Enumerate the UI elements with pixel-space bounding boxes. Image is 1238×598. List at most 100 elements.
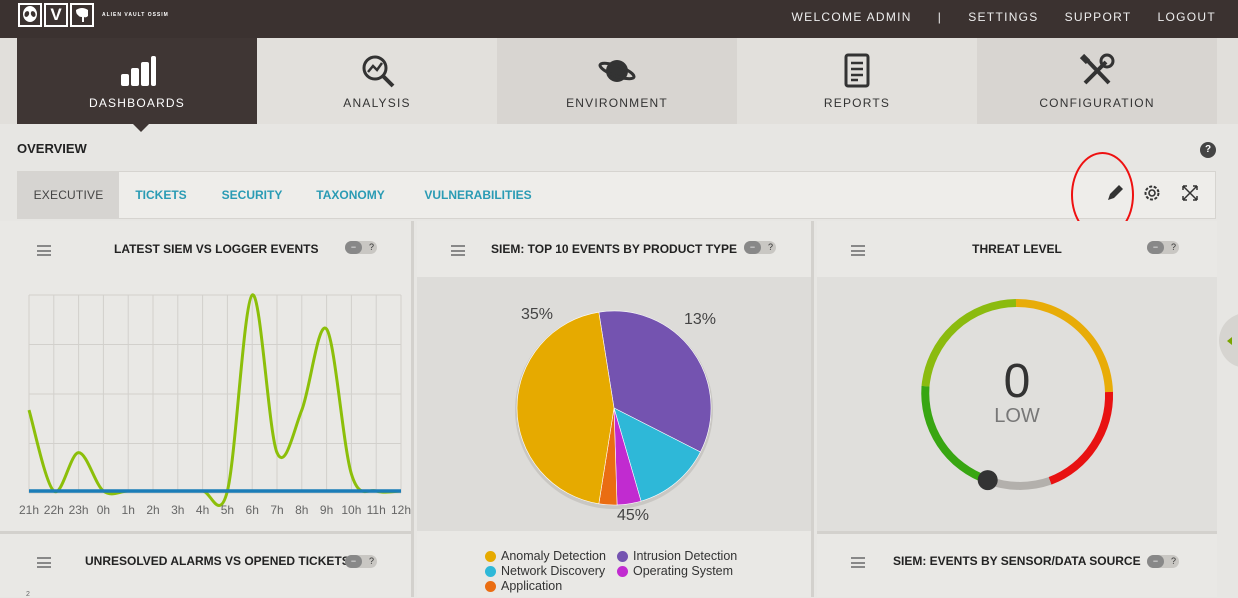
logo-letter: V (44, 3, 68, 27)
x-tick-label: 0h (97, 503, 110, 517)
pie-slice[interactable] (613, 407, 701, 502)
document-icon (844, 53, 870, 88)
planet-icon (598, 60, 636, 82)
menu-icon[interactable] (37, 245, 51, 256)
menu-icon[interactable] (451, 245, 465, 256)
legend-label: Intrusion Detection (633, 549, 738, 563)
x-tick-label: 5h (221, 503, 234, 517)
menu-icon[interactable] (37, 557, 51, 568)
legend-label: Application (501, 579, 563, 593)
magnifier-chart-icon (362, 55, 395, 88)
x-tick-label: 22h (44, 503, 64, 517)
welcome-text: WELCOME ADMIN (791, 10, 912, 24)
collapse-button[interactable]: − (744, 241, 761, 254)
panel-toggle[interactable]: −? (1147, 241, 1179, 254)
threat-gauge (921, 298, 1114, 491)
panel-toggle[interactable]: −? (744, 241, 776, 254)
pie-data-label: 13% (684, 311, 716, 328)
x-tick-label: 3h (171, 503, 184, 517)
fullscreen-icon[interactable] (1180, 183, 1200, 203)
menu-icon[interactable] (851, 245, 865, 256)
panel-title: SIEM: TOP 10 EVENTS BY PRODUCT TYPE (491, 242, 738, 256)
nav-dashboards[interactable]: DASHBOARDS (17, 38, 257, 124)
threat-value: 0 (1003, 355, 1031, 408)
logo-elephant-icon (70, 3, 94, 27)
logo[interactable]: V ALIEN VAULT OSSIM (18, 3, 169, 27)
legend-label: Network Discovery (501, 564, 606, 578)
pie-legend-area: Anomaly Detection Intrusion Detection Ne… (417, 531, 814, 597)
x-tick-label: 9h (320, 503, 333, 517)
tab-tickets[interactable]: TICKETS (135, 188, 187, 202)
panel-top10: SIEM: TOP 10 EVENTS BY PRODUCT TYPE 35% 1… (417, 221, 814, 531)
support-link[interactable]: SUPPORT (1064, 10, 1132, 24)
panel-siem-logger: LATEST SIEM VS LOGGER EVENTS 21h 22h 23h 0h… (0, 221, 414, 531)
panel-title: SIEM: EVENTS BY SENSOR/DATA SOURCE (893, 554, 1141, 568)
main-nav: DASHBOARDS ANALYSIS ENVIRONMENT REPORTS … (0, 38, 1238, 124)
x-tick-label: 6h (246, 503, 259, 517)
pie-legend: Anomaly Detection Intrusion Detection Ne… (417, 531, 814, 597)
panel-help[interactable]: ? (1170, 556, 1176, 566)
panel-help[interactable]: ? (1170, 242, 1176, 252)
x-tick-label: 12h (391, 503, 411, 517)
active-nav-pointer (133, 124, 149, 132)
x-tick-label: 7h (270, 503, 283, 517)
row-divider (817, 531, 1217, 534)
bar-chart-icon (121, 56, 156, 86)
tab-executive[interactable]: EXECUTIVE (18, 172, 119, 219)
nav-label: DASHBOARDS (88, 96, 186, 110)
collapse-button[interactable]: − (1147, 241, 1164, 254)
panel-toggle[interactable]: −? (345, 555, 377, 568)
tab-security[interactable]: SECURITY (221, 188, 283, 202)
menu-icon[interactable] (851, 557, 865, 568)
chevron-left-icon (1227, 337, 1232, 345)
top-bar: V ALIEN VAULT OSSIM WELCOME ADMIN | SETT… (0, 0, 1238, 38)
side-drawer-handle[interactable] (1219, 313, 1238, 368)
panel-title: UNRESOLVED ALARMS VS OPENED TICKETS (85, 554, 350, 568)
nav-analysis[interactable]: ANALYSIS (257, 38, 497, 124)
nav-reports[interactable]: REPORTS (737, 38, 977, 124)
tab-taxonomy[interactable]: TAXONOMY (316, 188, 385, 202)
nav-separator: | (937, 10, 943, 24)
legend-label: Operating System (633, 564, 734, 578)
nav-label: CONFIGURATION (1039, 96, 1155, 110)
nav-label: ANALYSIS (343, 96, 411, 110)
series-line (27, 293, 402, 508)
help-icon[interactable]: ? (1200, 142, 1216, 158)
legend-item: Network Discovery (485, 564, 605, 578)
dashboard-tabs: EXECUTIVE TICKETS SECURITY TAXONOMY VULN… (17, 171, 1216, 219)
pie-data-label: 35% (521, 306, 553, 323)
nav-configuration[interactable]: CONFIGURATION (977, 38, 1217, 124)
nav-label: REPORTS (823, 96, 891, 110)
chart-grid (28, 294, 402, 494)
panel-help[interactable]: ? (368, 242, 374, 252)
gauge-needle-knob (977, 470, 998, 491)
x-tick-label: 2h (146, 503, 159, 517)
x-tick-label: 4h (196, 503, 209, 517)
panel-help[interactable]: ? (767, 242, 773, 252)
tab-vulnerabilities[interactable]: VULNERABILITIES (424, 188, 532, 202)
x-tick-label: 10h (341, 503, 361, 517)
gear-icon[interactable] (1142, 183, 1162, 203)
nav-environment[interactable]: ENVIRONMENT (497, 38, 737, 124)
panel-help[interactable]: ? (368, 556, 374, 566)
logout-link[interactable]: LOGOUT (1157, 10, 1216, 24)
settings-link[interactable]: SETTINGS (968, 10, 1039, 24)
panel-toggle[interactable]: −? (1147, 555, 1179, 568)
legend-item: Anomaly Detection (485, 549, 606, 563)
collapse-button[interactable]: − (345, 241, 362, 254)
axis-tick: 2 (26, 591, 30, 598)
line-chart: 21h 22h 23h 0h 1h 2h 3h 4h 5h 6h 7h 8h 9h 10h 11h 12h (19, 293, 411, 517)
pie-data-label: 45% (617, 507, 649, 524)
collapse-button[interactable]: − (345, 555, 362, 568)
legend-item: Intrusion Detection (617, 549, 737, 563)
collapse-button[interactable]: − (1147, 555, 1164, 568)
x-tick-label: 23h (69, 503, 89, 517)
page-title: OVERVIEW (17, 141, 87, 156)
top-nav: WELCOME ADMIN | SETTINGS SUPPORT LOGOUT (766, 10, 1216, 24)
pie-slice[interactable] (516, 311, 615, 505)
row-divider (0, 531, 414, 534)
panel-toggle[interactable]: −? (345, 241, 377, 254)
legend-label: Anomaly Detection (501, 549, 606, 563)
x-tick-label: 8h (295, 503, 308, 517)
pie-slice[interactable] (598, 310, 712, 453)
